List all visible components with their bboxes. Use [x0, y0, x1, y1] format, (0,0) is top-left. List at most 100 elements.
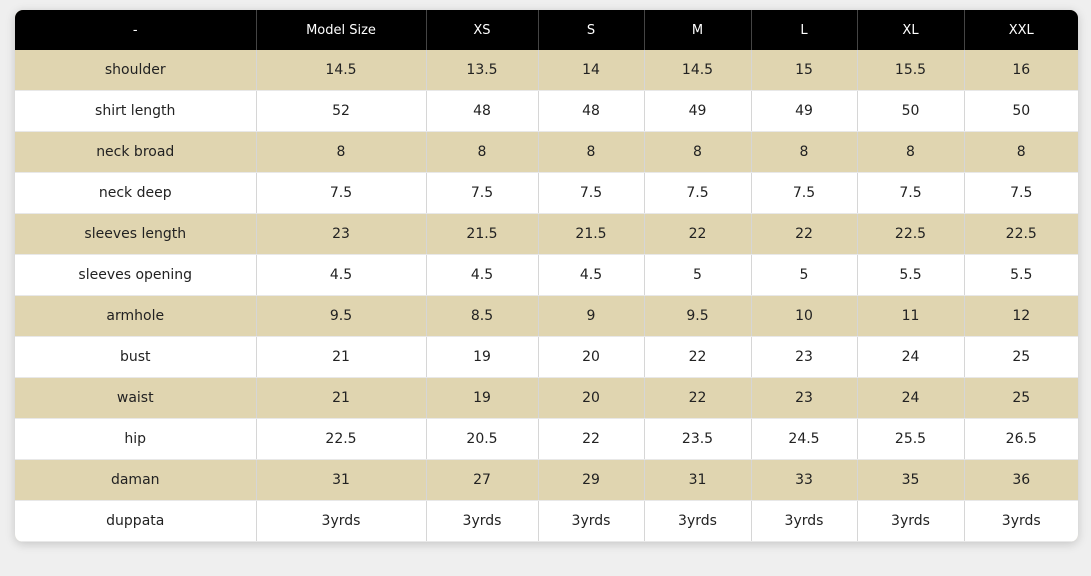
row-label: armhole — [15, 295, 257, 337]
cell: 4.5 — [426, 254, 539, 296]
cell: 3yrds — [538, 500, 645, 542]
row-label: bust — [15, 336, 257, 378]
header-cell: XXL — [964, 10, 1078, 50]
cell: 3yrds — [751, 500, 858, 542]
cell: 49 — [644, 90, 752, 132]
cell: 16 — [964, 50, 1078, 91]
cell: 14.5 — [644, 50, 752, 91]
header-cell: L — [751, 10, 858, 50]
cell: 24 — [857, 336, 965, 378]
cell: 24.5 — [751, 418, 858, 460]
cell: 14.5 — [256, 50, 427, 91]
cell: 50 — [857, 90, 965, 132]
cell: 26.5 — [964, 418, 1078, 460]
cell: 22 — [538, 418, 645, 460]
row-label: neck broad — [15, 131, 257, 173]
row-label: shirt length — [15, 90, 257, 132]
table-row: waist 21 19 20 22 23 24 25 — [15, 377, 1078, 419]
cell: 20.5 — [426, 418, 539, 460]
cell: 48 — [538, 90, 645, 132]
cell: 8 — [426, 131, 539, 173]
cell: 15.5 — [857, 50, 965, 91]
cell: 19 — [426, 336, 539, 378]
row-label: waist — [15, 377, 257, 419]
cell: 4.5 — [538, 254, 645, 296]
cell: 20 — [538, 336, 645, 378]
cell: 22 — [644, 336, 752, 378]
cell: 7.5 — [964, 172, 1078, 214]
table-row: duppata 3yrds 3yrds 3yrds 3yrds 3yrds 3yrds 3yr… — [15, 500, 1078, 542]
cell: 23.5 — [644, 418, 752, 460]
row-label: duppata — [15, 500, 257, 542]
cell: 14 — [538, 50, 645, 91]
cell: 4.5 — [256, 254, 427, 296]
cell: 22.5 — [964, 213, 1078, 255]
size-chart: - Model Size XS S M L XL XXL shoulder 14.5 13.5 14… — [15, 10, 1078, 542]
cell: 49 — [751, 90, 858, 132]
table-row: neck deep 7.5 7.5 7.5 7.5 7.5 7.5 7.5 — [15, 172, 1078, 214]
cell: 7.5 — [256, 172, 427, 214]
header-row: - Model Size XS S M L XL XXL — [15, 10, 1078, 50]
cell: 20 — [538, 377, 645, 419]
cell: 21.5 — [426, 213, 539, 255]
cell: 9 — [538, 295, 645, 337]
cell: 8 — [256, 131, 427, 173]
cell: 48 — [426, 90, 539, 132]
table-row: shoulder 14.5 13.5 14 14.5 15 15.5 16 — [15, 50, 1078, 91]
header-cell: Model Size — [256, 10, 427, 50]
table-row: hip 22.5 20.5 22 23.5 24.5 25.5 26.5 — [15, 418, 1078, 460]
cell: 27 — [426, 459, 539, 501]
header-cell: XL — [857, 10, 965, 50]
cell: 8 — [644, 131, 752, 173]
table-row: shirt length 52 48 48 49 49 50 50 — [15, 90, 1078, 132]
row-label: shoulder — [15, 50, 257, 91]
row-label: neck deep — [15, 172, 257, 214]
cell: 22.5 — [256, 418, 427, 460]
cell: 15 — [751, 50, 858, 91]
cell: 13.5 — [426, 50, 539, 91]
table-body: shoulder 14.5 13.5 14 14.5 15 15.5 16 shirt leng… — [15, 50, 1078, 542]
cell: 21 — [256, 377, 427, 419]
cell: 8.5 — [426, 295, 539, 337]
header-cell: M — [644, 10, 752, 50]
cell: 3yrds — [644, 500, 752, 542]
cell: 31 — [256, 459, 427, 501]
cell: 25.5 — [857, 418, 965, 460]
cell: 5.5 — [857, 254, 965, 296]
cell: 5.5 — [964, 254, 1078, 296]
cell: 7.5 — [751, 172, 858, 214]
cell: 9.5 — [256, 295, 427, 337]
header-cell: XS — [426, 10, 539, 50]
table-row: daman 31 27 29 31 33 35 36 — [15, 459, 1078, 501]
cell: 9.5 — [644, 295, 752, 337]
cell: 3yrds — [857, 500, 965, 542]
cell: 11 — [857, 295, 965, 337]
cell: 21.5 — [538, 213, 645, 255]
cell: 5 — [751, 254, 858, 296]
cell: 7.5 — [857, 172, 965, 214]
cell: 22 — [751, 213, 858, 255]
cell: 3yrds — [256, 500, 427, 542]
row-label: sleeves opening — [15, 254, 257, 296]
cell: 25 — [964, 377, 1078, 419]
table-row: sleeves length 23 21.5 21.5 22 22 22.5 22.5 — [15, 213, 1078, 255]
cell: 12 — [964, 295, 1078, 337]
cell: 25 — [964, 336, 1078, 378]
cell: 23 — [751, 336, 858, 378]
cell: 10 — [751, 295, 858, 337]
header-cell: S — [538, 10, 645, 50]
cell: 29 — [538, 459, 645, 501]
table-row: armhole 9.5 8.5 9 9.5 10 11 12 — [15, 295, 1078, 337]
header-cell: - — [15, 10, 257, 50]
cell: 33 — [751, 459, 858, 501]
cell: 7.5 — [538, 172, 645, 214]
cell: 35 — [857, 459, 965, 501]
cell: 7.5 — [426, 172, 539, 214]
cell: 22.5 — [857, 213, 965, 255]
cell: 8 — [964, 131, 1078, 173]
cell: 50 — [964, 90, 1078, 132]
row-label: sleeves length — [15, 213, 257, 255]
cell: 8 — [857, 131, 965, 173]
cell: 31 — [644, 459, 752, 501]
